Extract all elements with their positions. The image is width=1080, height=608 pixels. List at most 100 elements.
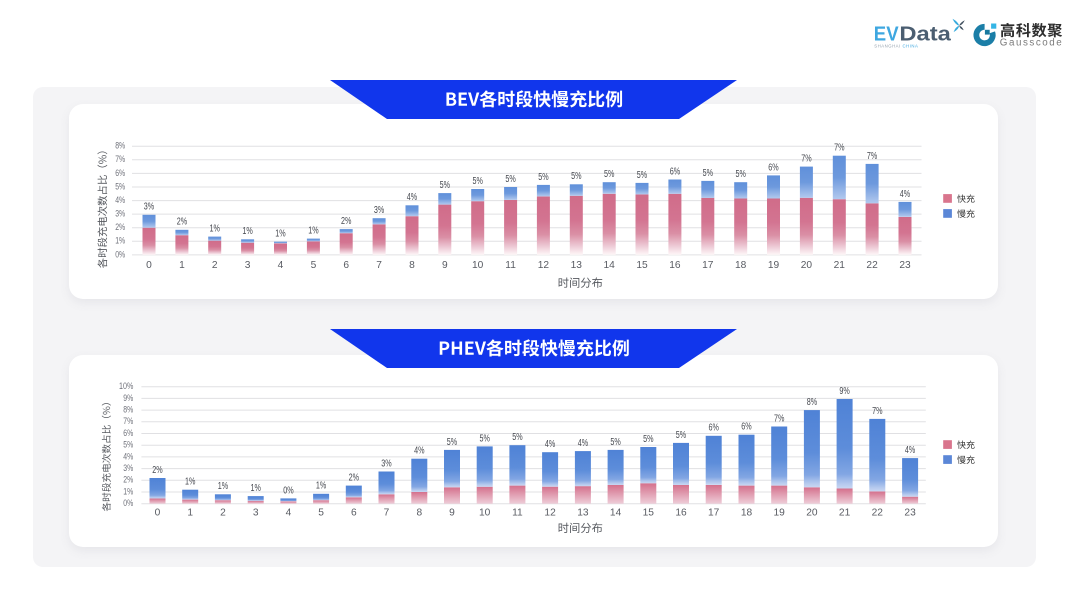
svg-text:4%: 4%: [407, 192, 418, 203]
svg-text:5%: 5%: [676, 430, 687, 441]
svg-text:10: 10: [472, 260, 484, 271]
svg-text:1%: 1%: [242, 226, 253, 237]
svg-text:1%: 1%: [185, 477, 196, 488]
svg-text:13: 13: [577, 508, 589, 519]
svg-text:21: 21: [839, 508, 851, 519]
svg-text:3%: 3%: [381, 458, 392, 469]
svg-text:5%: 5%: [610, 437, 621, 448]
svg-text:20: 20: [806, 508, 818, 519]
svg-text:16: 16: [675, 508, 687, 519]
svg-text:20: 20: [801, 260, 813, 271]
svg-text:5%: 5%: [447, 437, 458, 448]
svg-text:2: 2: [212, 260, 218, 271]
svg-text:18: 18: [735, 260, 747, 271]
svg-text:14: 14: [610, 508, 622, 519]
svg-text:2%: 2%: [341, 216, 352, 227]
svg-text:5%: 5%: [604, 169, 615, 180]
svg-text:10%: 10%: [119, 381, 133, 391]
svg-text:8%: 8%: [115, 141, 125, 151]
svg-text:12: 12: [544, 508, 556, 519]
svg-text:7%: 7%: [867, 151, 878, 162]
svg-text:6%: 6%: [670, 166, 681, 177]
svg-text:Data: Data: [899, 23, 951, 46]
svg-text:23: 23: [904, 508, 916, 519]
svg-text:6%: 6%: [741, 422, 752, 433]
svg-text:9: 9: [449, 508, 455, 519]
svg-text:17: 17: [702, 260, 714, 271]
svg-text:1%: 1%: [115, 236, 125, 246]
svg-text:9: 9: [442, 260, 448, 271]
svg-text:4%: 4%: [905, 445, 916, 456]
svg-text:4: 4: [286, 508, 292, 519]
svg-text:7: 7: [384, 508, 390, 519]
svg-text:2%: 2%: [177, 217, 188, 228]
svg-text:2%: 2%: [152, 465, 163, 476]
svg-text:22: 22: [872, 508, 884, 519]
svg-text:14: 14: [604, 260, 616, 271]
svg-text:3: 3: [253, 508, 259, 519]
svg-text:2: 2: [220, 508, 226, 519]
svg-text:4%: 4%: [578, 438, 589, 449]
svg-text:1%: 1%: [316, 481, 327, 492]
svg-text:5%: 5%: [571, 171, 582, 182]
svg-text:9%: 9%: [839, 386, 850, 397]
svg-text:5%: 5%: [512, 432, 523, 443]
svg-text:23: 23: [899, 260, 911, 271]
svg-text:2%: 2%: [123, 475, 133, 485]
svg-text:6%: 6%: [115, 168, 125, 178]
svg-text:3%: 3%: [115, 209, 125, 219]
svg-text:11: 11: [505, 260, 516, 271]
svg-text:3%: 3%: [374, 205, 385, 216]
svg-text:8: 8: [416, 508, 422, 519]
svg-text:3%: 3%: [123, 463, 133, 473]
svg-text:1%: 1%: [308, 226, 319, 237]
svg-text:5%: 5%: [480, 433, 491, 444]
svg-text:15: 15: [643, 508, 655, 519]
svg-text:4%: 4%: [115, 195, 125, 205]
svg-text:9%: 9%: [123, 393, 133, 403]
svg-text:1%: 1%: [123, 486, 133, 496]
svg-text:1%: 1%: [251, 483, 262, 494]
svg-text:5%: 5%: [538, 172, 549, 183]
svg-text:7%: 7%: [872, 406, 883, 417]
svg-text:4%: 4%: [900, 189, 911, 200]
svg-text:Gausscode: Gausscode: [1000, 37, 1064, 48]
svg-text:6: 6: [351, 508, 357, 519]
svg-text:3: 3: [245, 260, 251, 271]
svg-text:4: 4: [278, 260, 284, 271]
svg-text:7%: 7%: [834, 143, 845, 154]
svg-text:5%: 5%: [736, 169, 747, 180]
svg-text:5%: 5%: [703, 168, 714, 179]
svg-text:21: 21: [834, 260, 846, 271]
svg-text:7%: 7%: [123, 416, 133, 426]
svg-text:4%: 4%: [123, 451, 133, 461]
svg-text:5%: 5%: [115, 181, 125, 191]
svg-text:0%: 0%: [115, 249, 125, 259]
svg-text:19: 19: [774, 508, 786, 519]
svg-text:4%: 4%: [414, 446, 425, 457]
svg-text:8%: 8%: [807, 397, 818, 408]
svg-text:5%: 5%: [440, 180, 451, 191]
svg-text:12: 12: [538, 260, 550, 271]
svg-text:7%: 7%: [115, 154, 125, 164]
svg-text:1: 1: [179, 260, 185, 271]
svg-text:10: 10: [479, 508, 491, 519]
svg-text:5: 5: [311, 260, 317, 271]
svg-text:0: 0: [146, 260, 152, 271]
svg-text:17: 17: [708, 508, 720, 519]
svg-text:7: 7: [376, 260, 382, 271]
svg-text:6%: 6%: [709, 423, 720, 434]
svg-text:18: 18: [741, 508, 753, 519]
svg-text:5%: 5%: [643, 434, 654, 445]
svg-text:1%: 1%: [218, 481, 229, 492]
svg-text:5%: 5%: [123, 440, 133, 450]
svg-text:2%: 2%: [115, 222, 125, 232]
svg-text:22: 22: [866, 260, 878, 271]
svg-text:7%: 7%: [774, 413, 785, 424]
svg-text:1%: 1%: [275, 229, 286, 240]
svg-text:13: 13: [571, 260, 583, 271]
svg-text:6: 6: [343, 260, 349, 271]
svg-text:5%: 5%: [505, 174, 516, 185]
svg-text:0: 0: [155, 508, 161, 519]
svg-text:EV: EV: [874, 23, 899, 46]
